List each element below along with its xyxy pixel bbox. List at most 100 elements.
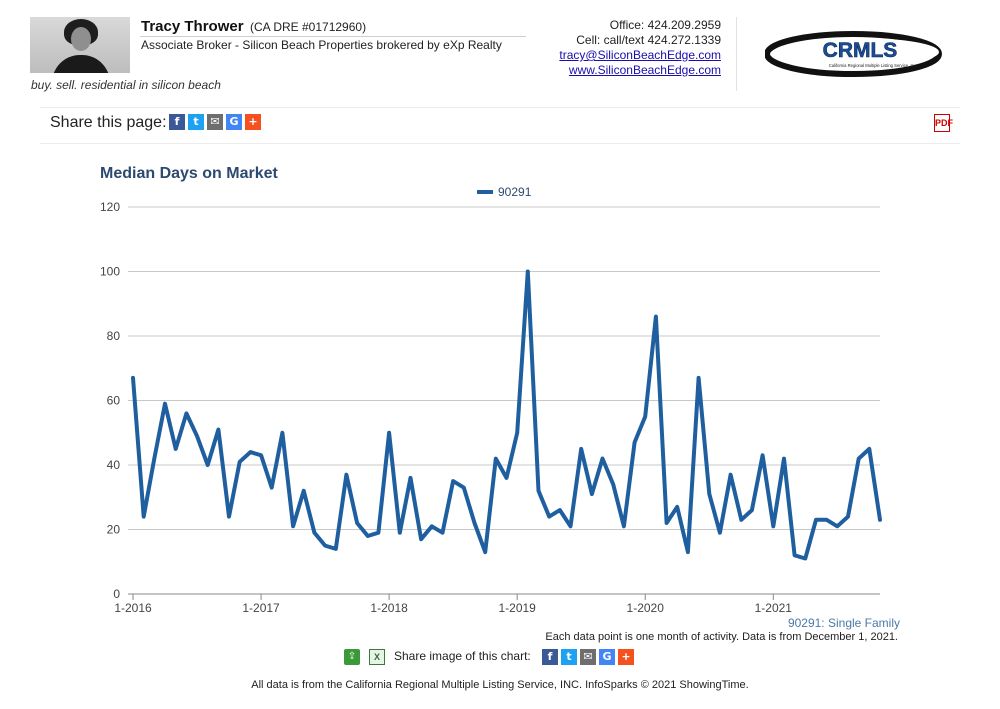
data-point [696,376,701,380]
data-point [825,518,829,522]
facebook-icon[interactable]: f [169,114,185,130]
legend-label: 90291 [498,185,532,199]
data-point [334,547,338,551]
data-point [270,485,274,490]
data-point [664,521,669,525]
data-point [259,453,263,457]
data-point [344,473,349,477]
data-point [846,515,850,519]
share-image-label: Share image of this chart: [394,649,531,663]
data-point [515,431,519,435]
facebook-icon[interactable]: f [542,649,558,665]
data-point [131,376,135,380]
data-point [547,515,551,519]
twitter-icon[interactable]: t [561,649,577,665]
data-point [387,431,391,435]
website-link[interactable]: www.SiliconBeachEdge.com [568,63,721,77]
data-point [302,489,306,493]
data-point [472,521,477,525]
x-tick-label: 1-2019 [498,601,536,615]
share-page-label: Share this page: [50,114,167,131]
agent-dre-number: (CA DRE #01712960) [250,20,367,34]
data-point [323,544,327,548]
data-point [184,411,188,415]
data-point [654,315,658,319]
cell-phone: Cell: call/text 424.272.1339 [576,33,721,47]
chart-legend[interactable]: 90291 [477,185,531,199]
contact-block: Office: 424.209.2959 Cell: call/text 424… [559,18,721,78]
data-point [590,492,594,496]
series-label: 90291: Single Family [787,616,900,630]
data-point [771,524,775,528]
x-tick-label: 1-2021 [755,601,793,615]
data-point [152,456,156,461]
data-point [227,515,231,519]
y-tick-label: 100 [100,265,120,279]
google-icon[interactable]: G [226,114,242,130]
data-point [814,518,818,522]
y-tick-label: 20 [107,523,121,537]
data-point [558,508,562,512]
data-point [504,476,509,480]
data-point [483,550,487,554]
data-point [376,531,381,535]
data-point [750,508,754,512]
data-point [600,456,605,461]
data-point [707,492,711,496]
twitter-icon[interactable]: t [188,114,204,130]
data-point [729,473,733,477]
series-line [131,269,882,561]
data-point [632,440,637,445]
pdf-icon[interactable]: PDF [934,114,953,132]
y-tick-label: 60 [107,394,121,408]
crmls-logo: CRMLS California Regional Multiple Listi… [765,31,942,77]
x-tick-label: 1-2017 [242,601,280,615]
data-point [408,476,413,480]
data-point [291,524,295,528]
data-point [675,505,679,509]
data-point [878,518,882,522]
data-point [280,431,284,435]
office-phone: Office: 424.209.2959 [609,18,721,32]
data-point [142,515,146,519]
share-chart-icon[interactable]: ⇪ [344,649,360,665]
data-point [643,415,647,419]
logo-subtext: California Regional Multiple Listing Ser… [829,63,917,68]
logo-text: CRMLS [823,39,898,62]
email-icon[interactable]: ✉ [580,649,596,665]
data-point [312,531,317,535]
data-point [238,460,242,464]
plus-icon[interactable]: + [245,114,261,130]
data-point [174,447,178,451]
email-icon[interactable]: ✉ [207,114,223,130]
google-icon[interactable]: G [599,649,615,665]
y-tick-label: 120 [100,200,120,214]
data-point [611,482,615,486]
data-point [355,521,359,525]
share-chart-icons: f t ✉ G + [542,649,634,665]
data-point [163,402,167,406]
data-point [867,447,871,451]
data-point [579,447,583,451]
data-point [430,524,434,528]
y-tick-label: 40 [107,458,121,472]
data-point [526,269,530,274]
data-point [718,531,722,535]
data-point [248,450,252,454]
data-point [803,556,807,561]
plus-icon[interactable]: + [618,649,634,665]
email-link[interactable]: tracy@SiliconBeachEdge.com [559,48,721,62]
footer-text: All data is from the California Regional… [251,679,749,691]
header-divider [736,17,737,91]
agent-title: Associate Broker - Silicon Beach Propert… [141,38,502,52]
agent-photo [30,17,130,73]
data-point [462,485,466,490]
data-point [494,456,498,461]
data-point [206,463,210,467]
data-point [195,434,199,438]
excel-icon[interactable]: X [369,649,385,665]
data-point [793,553,797,557]
data-point [835,524,839,528]
y-tick-label: 80 [107,329,121,343]
